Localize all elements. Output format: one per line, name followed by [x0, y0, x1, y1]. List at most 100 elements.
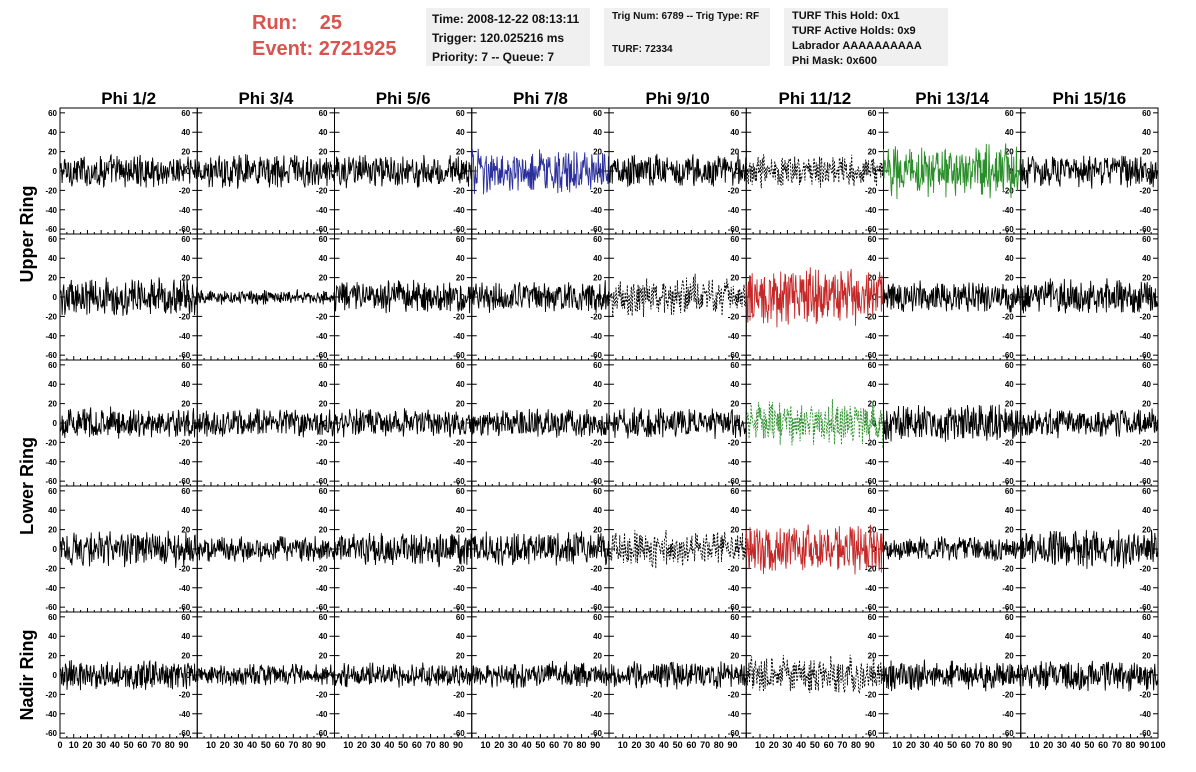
y-tick-label: 40 [730, 632, 739, 641]
y-tick-label: 0 [186, 167, 191, 176]
y-tick-label: -60 [45, 351, 57, 360]
waveform-trace [59, 153, 198, 189]
y-tick-label: 20 [1142, 652, 1151, 661]
y-tick-label: 60 [730, 613, 739, 622]
y-tick-label: -60 [1139, 603, 1151, 612]
x-tick-label: 80 [577, 740, 587, 750]
y-tick-label: 20 [181, 526, 190, 535]
y-tick-label: -60 [316, 477, 328, 486]
y-tick-label: 60 [456, 235, 465, 244]
x-tick-label: 50 [398, 740, 408, 750]
waveform-trace [334, 532, 473, 568]
y-tick-label: 0 [735, 545, 740, 554]
y-tick-label: -60 [179, 351, 191, 360]
y-tick-label: 40 [1142, 380, 1151, 389]
y-tick-label: 60 [181, 109, 190, 118]
x-tick-label: 60 [275, 740, 285, 750]
y-tick-label: -20 [590, 564, 602, 573]
waveform-trace [745, 524, 884, 575]
y-tick-label: 40 [1142, 254, 1151, 263]
y-tick-label: -40 [316, 458, 328, 467]
y-tick-label: 60 [181, 613, 190, 622]
y-tick-label: -20 [45, 564, 57, 573]
y-tick-label: 60 [456, 487, 465, 496]
y-tick-label: -20 [1002, 690, 1014, 699]
y-tick-label: -40 [1002, 458, 1014, 467]
y-tick-label: -20 [865, 438, 877, 447]
waveform-trace [334, 155, 473, 189]
y-tick-label: -20 [1002, 312, 1014, 321]
y-tick-label: -40 [179, 584, 191, 593]
y-tick-label: -60 [1002, 351, 1014, 360]
y-tick-label: -60 [1002, 729, 1014, 738]
y-tick-label: 40 [868, 128, 877, 137]
x-tick-label: 20 [1043, 740, 1053, 750]
y-tick-label: 0 [735, 167, 740, 176]
column-header: Phi 1/2 [101, 89, 156, 108]
y-tick-label: -20 [179, 690, 191, 699]
waveform-trace [59, 659, 198, 691]
y-tick-label: 20 [456, 400, 465, 409]
x-tick-label: 90 [590, 740, 600, 750]
column-header: Phi 7/8 [513, 89, 568, 108]
y-tick-label: 60 [730, 235, 739, 244]
y-tick-label: 40 [456, 632, 465, 641]
y-tick-label: 60 [181, 235, 190, 244]
y-tick-label: -20 [179, 312, 191, 321]
y-tick-label: 0 [460, 293, 465, 302]
y-tick-label: -60 [453, 351, 465, 360]
y-tick-label: -60 [590, 225, 602, 234]
y-tick-label: 20 [319, 274, 328, 283]
y-tick-label: -40 [590, 710, 602, 719]
x-tick-label: 10 [618, 740, 628, 750]
x-tick-label: 70 [563, 740, 573, 750]
y-tick-label: -40 [1002, 710, 1014, 719]
y-tick-label: 60 [730, 487, 739, 496]
y-tick-label: -20 [728, 186, 740, 195]
y-tick-label: -40 [728, 206, 740, 215]
y-tick-label: -60 [590, 477, 602, 486]
y-tick-label: 20 [1142, 400, 1151, 409]
x-tick-label: 90 [865, 740, 875, 750]
waveform-trace [471, 660, 610, 689]
y-tick-label: -40 [179, 458, 191, 467]
y-tick-label: -40 [45, 710, 57, 719]
trig-num-box: Trig Num: 6789 -- Trig Type: RF TURF: 72… [604, 8, 770, 66]
y-tick-label: -40 [1139, 584, 1151, 593]
y-tick-label: 40 [48, 380, 57, 389]
x-tick-label: 30 [233, 740, 243, 750]
waveform-trace [471, 408, 610, 438]
y-tick-label: -40 [453, 710, 465, 719]
y-tick-label: -60 [316, 225, 328, 234]
y-tick-label: 40 [868, 506, 877, 515]
y-tick-label: 20 [319, 148, 328, 157]
y-tick-label: 40 [181, 632, 190, 641]
y-tick-label: 20 [730, 274, 739, 283]
y-tick-label: 40 [1005, 128, 1014, 137]
x-tick-label: 50 [535, 740, 545, 750]
y-tick-label: 20 [48, 274, 57, 283]
y-tick-label: -20 [865, 312, 877, 321]
x-tick-label: 60 [1098, 740, 1108, 750]
y-tick-label: -20 [316, 186, 328, 195]
y-tick-label: -60 [453, 603, 465, 612]
y-tick-label: -60 [728, 477, 740, 486]
y-tick-label: -60 [453, 729, 465, 738]
y-tick-label: 60 [319, 487, 328, 496]
column-header: Phi 11/12 [778, 89, 851, 108]
y-tick-label: -20 [1002, 438, 1014, 447]
waveform-trace [608, 530, 747, 569]
waveform-trace [1020, 155, 1159, 189]
y-tick-label: -20 [1002, 564, 1014, 573]
